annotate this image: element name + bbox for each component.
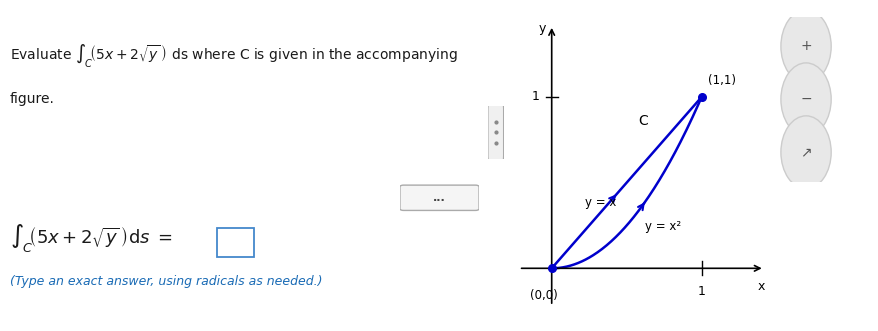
Circle shape [780, 116, 831, 189]
Text: x: x [757, 280, 765, 293]
Text: (1,1): (1,1) [707, 74, 735, 87]
Text: y = x: y = x [584, 196, 615, 209]
Circle shape [780, 10, 831, 83]
Text: 1: 1 [697, 285, 705, 299]
Text: $\int_C \!\left(5x+2\sqrt{y}\,\right)\mathrm{d}s\; =$: $\int_C \!\left(5x+2\sqrt{y}\,\right)\ma… [10, 222, 172, 255]
Text: −: − [799, 92, 811, 106]
FancyBboxPatch shape [399, 185, 479, 211]
Text: (Type an exact answer, using radicals as needed.): (Type an exact answer, using radicals as… [10, 275, 322, 288]
Text: figure.: figure. [10, 92, 54, 106]
Text: y = x²: y = x² [644, 220, 680, 233]
Circle shape [780, 63, 831, 136]
Text: ...: ... [433, 193, 445, 203]
FancyBboxPatch shape [216, 228, 253, 257]
FancyBboxPatch shape [487, 103, 503, 162]
Text: +: + [799, 39, 811, 53]
Text: Evaluate $\int_C \!\left(5x+2\sqrt{y}\,\right)$ ds where C is given in the accom: Evaluate $\int_C \!\left(5x+2\sqrt{y}\,\… [10, 43, 457, 70]
Text: (0,0): (0,0) [529, 289, 558, 302]
Text: ↗: ↗ [799, 145, 811, 159]
Text: 1: 1 [531, 90, 539, 104]
Text: y: y [537, 22, 545, 35]
Text: C: C [638, 114, 648, 128]
